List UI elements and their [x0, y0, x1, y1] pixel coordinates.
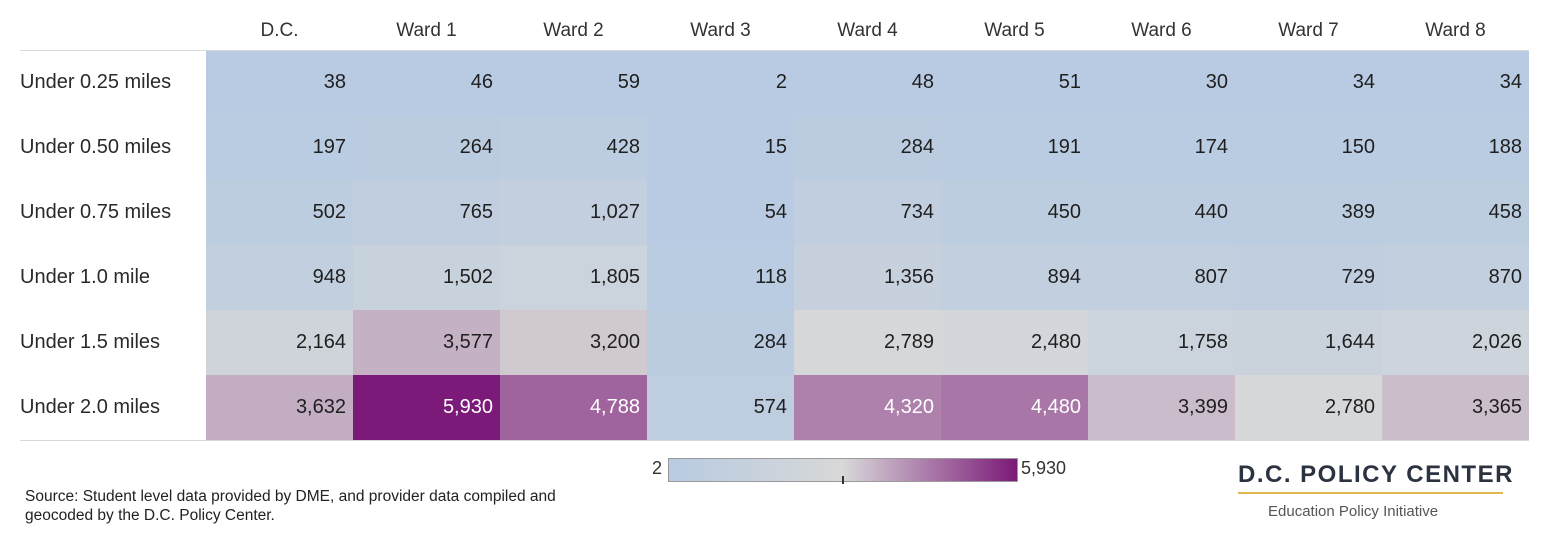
heatmap-cell: 4,320: [794, 375, 941, 440]
heatmap-cell: 574: [647, 375, 794, 440]
heatmap-cell: 2,780: [1235, 375, 1382, 440]
row-label: Under 0.50 miles: [20, 136, 172, 158]
heatmap-cell: 46: [353, 50, 500, 115]
legend-max-label: 5,930: [1021, 458, 1067, 478]
logo-title: D.C. POLICY CENTER: [1238, 461, 1514, 488]
heatmap-cell: 734: [794, 180, 941, 245]
heatmap-cell: 3,200: [500, 310, 647, 375]
heatmap-cell: 3,632: [206, 375, 353, 440]
heatmap-cell: 948: [206, 245, 353, 310]
heatmap-cell: 440: [1088, 180, 1235, 245]
heatmap-cell: 1,644: [1235, 310, 1382, 375]
row-label: Under 1.5 miles: [20, 331, 161, 353]
heatmap-cell: 150: [1235, 115, 1382, 180]
header-rule: [20, 50, 1529, 51]
legend-min-label: 2: [652, 458, 663, 478]
row-label: Under 1.0 mile: [20, 266, 151, 288]
row-label: Under 0.25 miles: [20, 71, 172, 93]
heatmap-cell: 5,930: [353, 375, 500, 440]
heatmap-cell: 894: [941, 245, 1088, 310]
column-header: Ward 1: [396, 20, 457, 41]
heatmap-cell: 502: [206, 180, 353, 245]
heatmap-cell: 2,026: [1382, 310, 1529, 375]
heatmap-cell: 765: [353, 180, 500, 245]
heatmap-cell: 4,788: [500, 375, 647, 440]
heatmap-cell: 3,577: [353, 310, 500, 375]
legend-midpoint-tick: [842, 476, 844, 484]
column-header: D.C.: [260, 20, 299, 41]
heatmap-cell: 38: [206, 50, 353, 115]
column-header: Ward 2: [543, 20, 604, 41]
heatmap-cell: 389: [1235, 180, 1382, 245]
column-header: Ward 8: [1425, 20, 1486, 41]
heatmap-cell: 807: [1088, 245, 1235, 310]
heatmap-cell: 450: [941, 180, 1088, 245]
heatmap-cell: 1,758: [1088, 310, 1235, 375]
heatmap-cell: 2: [647, 50, 794, 115]
heatmap-cell: 2,789: [794, 310, 941, 375]
heatmap-cell: 729: [1235, 245, 1382, 310]
heatmap-cell: 188: [1382, 115, 1529, 180]
logo-accent-rule: [1238, 492, 1503, 494]
heatmap-cell: 1,502: [353, 245, 500, 310]
heatmap-cell: 15: [647, 115, 794, 180]
heatmap-cell: 118: [647, 245, 794, 310]
heatmap-cell: 191: [941, 115, 1088, 180]
column-header: Ward 5: [984, 20, 1045, 41]
column-header: Ward 4: [837, 20, 898, 41]
column-header: Ward 6: [1131, 20, 1192, 41]
heatmap-cell: 59: [500, 50, 647, 115]
heatmap-cell: 428: [500, 115, 647, 180]
heatmap-cell: 4,480: [941, 375, 1088, 440]
column-header: Ward 3: [690, 20, 751, 41]
heatmap-cell: 2,164: [206, 310, 353, 375]
heatmap-cell: 2,480: [941, 310, 1088, 375]
heatmap-cell: 1,027: [500, 180, 647, 245]
heatmap-cell: 48: [794, 50, 941, 115]
heatmap-cell: 1,805: [500, 245, 647, 310]
heatmap-cell: 284: [794, 115, 941, 180]
heatmap-cell: 34: [1235, 50, 1382, 115]
row-label: Under 2.0 miles: [20, 396, 161, 418]
heatmap-cell: 30: [1088, 50, 1235, 115]
bottom-rule: [20, 440, 1529, 441]
heatmap-cell: 51: [941, 50, 1088, 115]
heatmap-cell: 1,356: [794, 245, 941, 310]
logo-subtitle: Education Policy Initiative: [1268, 503, 1439, 520]
heatmap-cell: 3,365: [1382, 375, 1529, 440]
row-label: Under 0.75 miles: [20, 201, 172, 223]
heatmap-cell: 264: [353, 115, 500, 180]
heatmap-cell: 197: [206, 115, 353, 180]
heatmap-cell: 34: [1382, 50, 1529, 115]
heatmap-cell: 870: [1382, 245, 1529, 310]
heatmap-cell: 54: [647, 180, 794, 245]
column-header: Ward 7: [1278, 20, 1339, 41]
heatmap-cell: 3,399: [1088, 375, 1235, 440]
heatmap-cell: 284: [647, 310, 794, 375]
heatmap-cell: 174: [1088, 115, 1235, 180]
legend-color-bar: [668, 458, 1018, 482]
source-note: Source: Student level data provided by D…: [25, 488, 556, 524]
heatmap-cell: 458: [1382, 180, 1529, 245]
